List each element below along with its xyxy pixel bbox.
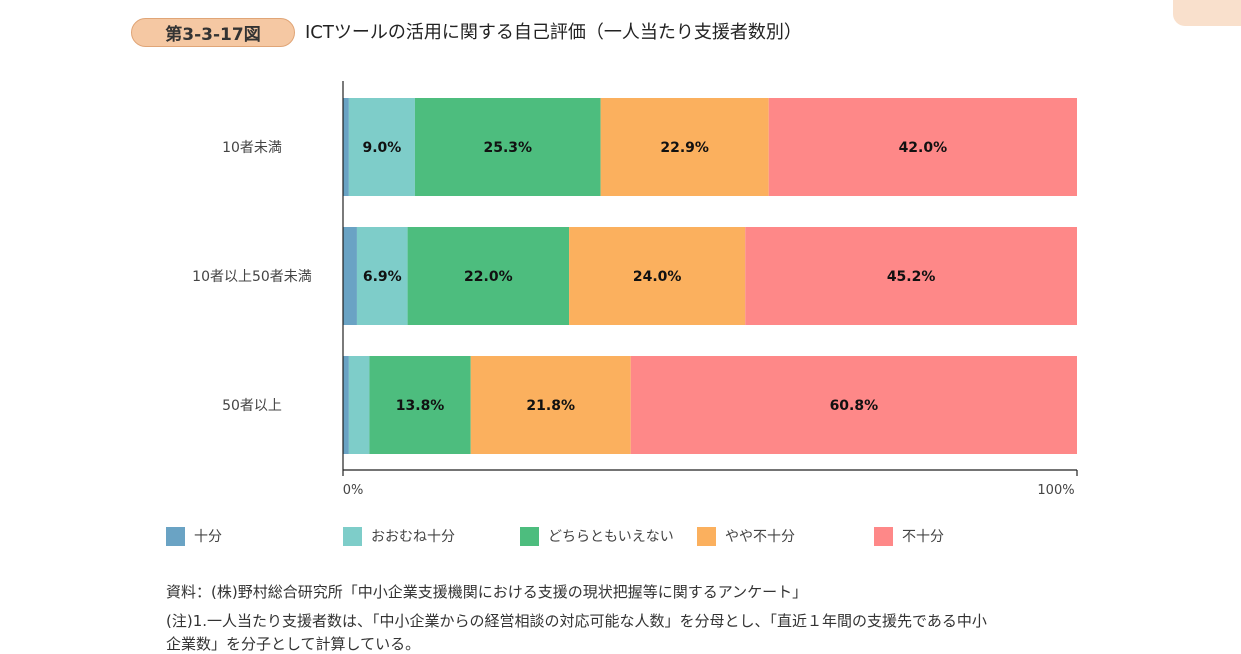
bar-segment — [630, 356, 1077, 454]
category-label: 10者以上50者未満 — [192, 269, 312, 285]
figure-title: ICTツールの活用に関する自己評価（一人当たり支援者数別） — [305, 22, 802, 43]
bar-segment — [745, 227, 1077, 325]
corner-tab — [1173, 0, 1241, 26]
legend-label: 十分 — [194, 529, 222, 545]
bar-segment — [343, 98, 349, 196]
bar-segment — [348, 98, 415, 196]
data-label: 25.3% — [483, 140, 532, 156]
data-label: 6.9% — [363, 269, 402, 285]
legend-item: どちらともいえない — [520, 526, 674, 546]
legend-item: やや不十分 — [697, 526, 795, 546]
data-label: 21.8% — [526, 398, 575, 414]
bar-segment — [407, 227, 570, 325]
x-tick-label: 0% — [343, 483, 364, 498]
source-note: 資料：(株)野村総合研究所「中小企業支援機関における支援の現状把握等に関するアン… — [166, 583, 808, 601]
legend-swatch — [520, 526, 539, 546]
data-label: 9.0% — [362, 140, 401, 156]
legend-item: おおむね十分 — [343, 526, 455, 546]
note-line-1: (注)1.一人当たり支援者数は、「中小企業からの経営相談の対応可能な人数」を分母… — [166, 612, 987, 630]
legend-label: どちらともいえない — [548, 529, 674, 545]
legend-item: 不十分 — [874, 526, 944, 546]
legend-swatch — [697, 526, 716, 546]
bar-segment — [768, 98, 1077, 196]
figure-number-badge: 第3-3-17図 — [131, 18, 295, 47]
bar-segment — [600, 98, 769, 196]
bar-segment — [343, 227, 357, 325]
data-label: 24.0% — [633, 269, 682, 285]
figure-number: 第3-3-17図 — [165, 25, 261, 45]
bar-segment — [348, 356, 370, 454]
legend-swatch — [874, 526, 893, 546]
data-label: 13.8% — [396, 398, 445, 414]
legend-item: 十分 — [166, 526, 222, 546]
bar-segment — [343, 356, 349, 454]
data-label: 42.0% — [899, 140, 948, 156]
legend-swatch — [166, 526, 185, 546]
bar-segment — [356, 227, 408, 325]
x-tick-label: 100% — [1037, 483, 1074, 498]
category-label: 50者以上 — [222, 398, 282, 414]
legend-label: やや不十分 — [725, 529, 795, 545]
legend-label: 不十分 — [902, 529, 944, 545]
bar-segment — [369, 356, 471, 454]
bar-segment — [414, 98, 601, 196]
category-label: 10者未満 — [222, 140, 282, 156]
note-line-2: 企業数」を分子として計算している。 — [166, 635, 421, 653]
data-label: 22.9% — [660, 140, 709, 156]
legend-swatch — [343, 526, 362, 546]
bar-segment — [569, 227, 746, 325]
legend-label: おおむね十分 — [371, 529, 455, 545]
data-label: 45.2% — [887, 269, 936, 285]
bar-segment — [470, 356, 631, 454]
data-label: 22.0% — [464, 269, 513, 285]
data-label: 60.8% — [830, 398, 879, 414]
